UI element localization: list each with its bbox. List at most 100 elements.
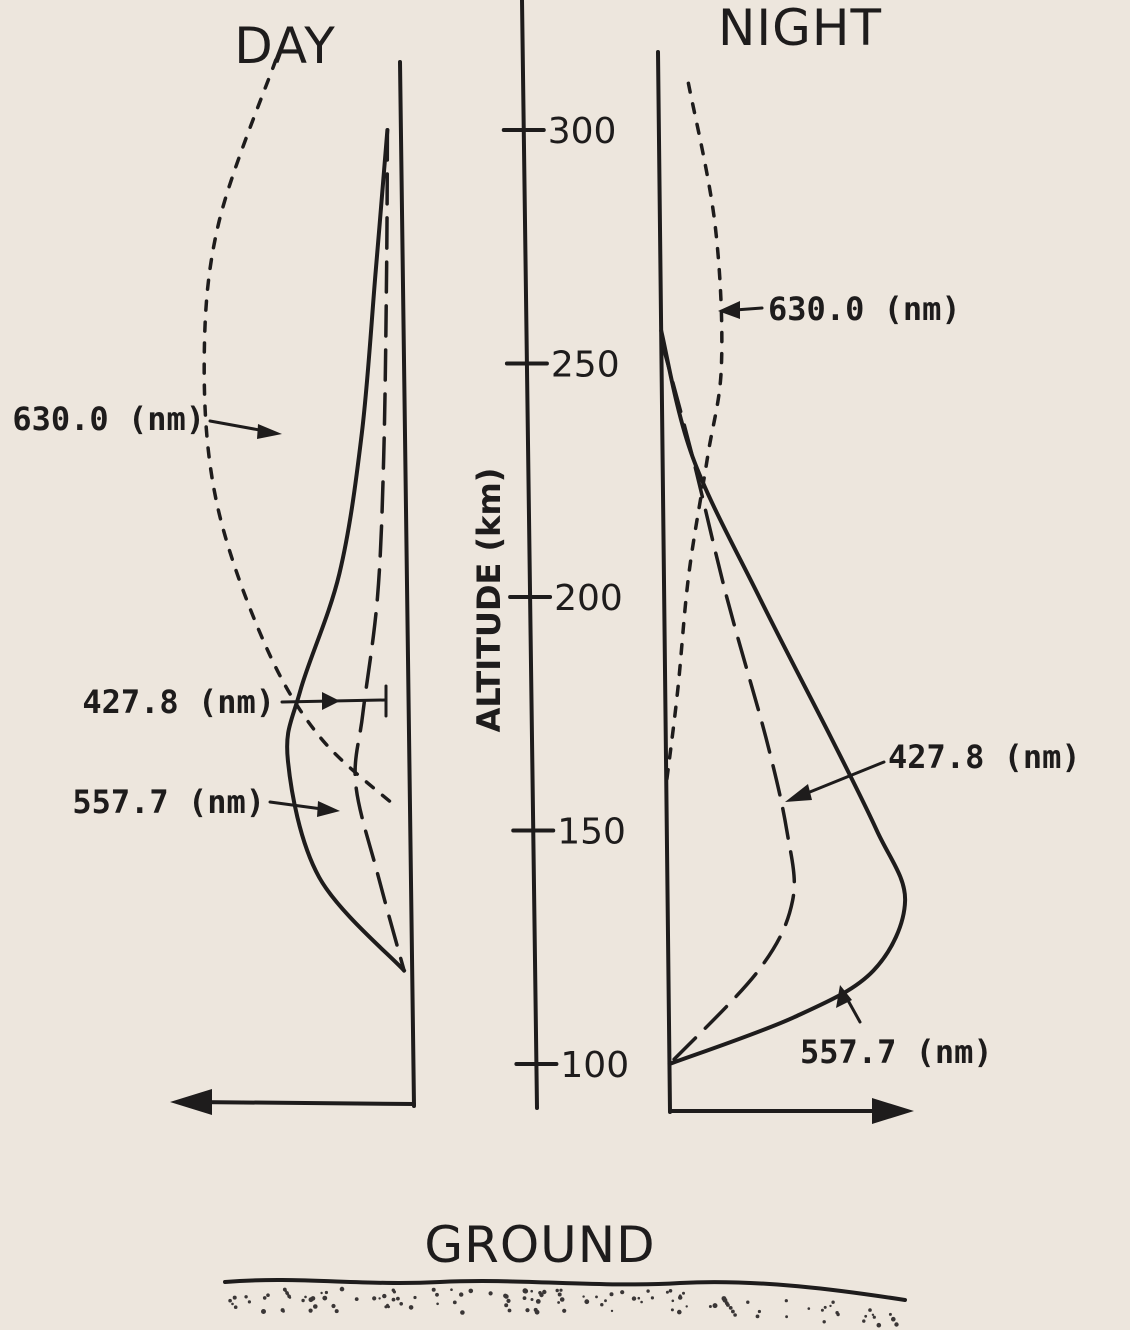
ground-dot — [600, 1303, 604, 1307]
ground-dot — [559, 1297, 565, 1302]
ground-dot — [525, 1308, 530, 1313]
ground-dot — [301, 1298, 305, 1303]
ground-dot — [604, 1299, 607, 1303]
ground-dot — [823, 1305, 827, 1309]
ground-dot — [378, 1297, 381, 1300]
ground-dot — [522, 1288, 528, 1294]
altitude-tick-label-4: 100 — [560, 1045, 629, 1086]
ground-dot — [261, 1309, 266, 1314]
night-baseline — [656, 50, 672, 1114]
ground-dot — [504, 1294, 509, 1299]
day-leader-557-arrow-icon — [317, 801, 340, 817]
ground-line — [223, 1278, 907, 1302]
ground-dot — [232, 1295, 237, 1300]
ground-dot — [584, 1299, 590, 1305]
ground-dot — [888, 1312, 892, 1316]
ground-dot — [731, 1309, 735, 1314]
night-leader-557-arrow-icon — [836, 985, 852, 1008]
ground-dot — [354, 1297, 359, 1301]
ground-dot — [831, 1300, 835, 1304]
ground-dot — [468, 1288, 474, 1294]
ground-dot — [396, 1296, 400, 1301]
ground-dot — [637, 1296, 641, 1300]
ground-dot — [822, 1320, 826, 1324]
ground-dot — [864, 1314, 868, 1318]
day-leader-630 — [208, 419, 267, 433]
ground-dot — [646, 1289, 650, 1293]
day-curve-1 — [285, 128, 407, 973]
ground-dot — [677, 1309, 682, 1315]
day-label-427: 427.8 (nm) — [82, 683, 275, 721]
ground-dot — [631, 1296, 637, 1301]
ground-dot — [233, 1305, 238, 1309]
night-label-557: 557.7 (nm) — [800, 1033, 993, 1071]
ground-dot — [665, 1290, 669, 1294]
altitude-ticks: 300 250 200 150 100 — [501, 111, 629, 1086]
ground-dot — [530, 1298, 534, 1301]
ground-dot — [331, 1303, 336, 1309]
ground-dot — [452, 1300, 457, 1305]
ground-dot — [871, 1313, 875, 1317]
ground-dot — [728, 1306, 733, 1310]
altitude-tick-label-0: 300 — [548, 111, 617, 152]
ground-dot — [668, 1289, 673, 1293]
ground-dot — [610, 1309, 614, 1313]
ground-texture — [228, 1286, 899, 1328]
ground-dot — [413, 1295, 417, 1300]
ground-dot — [582, 1295, 585, 1298]
ground-dot — [399, 1302, 404, 1306]
ground-dot — [244, 1295, 248, 1299]
ground-dot — [450, 1288, 453, 1291]
ground-dot — [559, 1288, 563, 1292]
day-leader-427-arrow-icon — [322, 692, 340, 710]
ground-dot — [868, 1308, 872, 1312]
ground-dot — [488, 1291, 493, 1296]
ground-dot — [281, 1309, 285, 1313]
night-curve-0 — [664, 81, 724, 786]
ground-dot — [733, 1313, 737, 1317]
ground-dot — [820, 1308, 824, 1312]
night-leader-427-arrow-icon — [785, 784, 812, 802]
ground-dot — [746, 1300, 750, 1304]
ground-dot — [678, 1295, 683, 1300]
ground-dot — [372, 1296, 377, 1301]
ground-dot — [862, 1319, 866, 1323]
day-arrowhead-icon — [170, 1089, 212, 1115]
night-leader-630-arrow-icon — [718, 301, 740, 319]
ground-dot — [534, 1309, 540, 1315]
curve-labels: 630.0 (nm) 427.8 (nm) 557.7 (nm) 630.0 (… — [12, 290, 1080, 1071]
ground-dot — [872, 1315, 876, 1319]
ground-dot — [304, 1295, 307, 1299]
day-label-630: 630.0 (nm) — [12, 400, 205, 438]
ground-dot — [530, 1289, 533, 1293]
ground-dot — [757, 1309, 762, 1314]
ground-label: GROUND — [424, 1216, 655, 1274]
ground-dot — [231, 1302, 234, 1306]
ground-dot — [339, 1286, 345, 1292]
ground-dot — [387, 1305, 390, 1309]
ground-dot — [712, 1303, 718, 1309]
day-baseline — [398, 60, 416, 1108]
ground-dot — [557, 1301, 560, 1304]
day-label-557: 557.7 (nm) — [72, 783, 265, 821]
ground-dot — [562, 1308, 567, 1313]
ground-dot — [542, 1289, 547, 1295]
ground-dot — [522, 1296, 527, 1300]
ground-dot — [391, 1297, 396, 1302]
ground-dot — [247, 1300, 251, 1304]
day-intensity-axis — [190, 1100, 416, 1106]
day-panel-title: DAY — [234, 17, 336, 75]
ground-dot — [228, 1298, 232, 1303]
ground-dot — [320, 1291, 323, 1295]
day-leader-630-arrow-icon — [257, 424, 282, 439]
ground-dot — [507, 1308, 512, 1313]
ground-dot — [555, 1288, 559, 1293]
ground-dot — [682, 1291, 685, 1295]
ground-dot — [459, 1292, 464, 1297]
night-curve-2 — [659, 328, 908, 1066]
ground-dot — [620, 1290, 625, 1295]
ground-dot — [876, 1322, 882, 1328]
ground-dot — [310, 1296, 316, 1301]
day-leader-557 — [268, 800, 324, 811]
